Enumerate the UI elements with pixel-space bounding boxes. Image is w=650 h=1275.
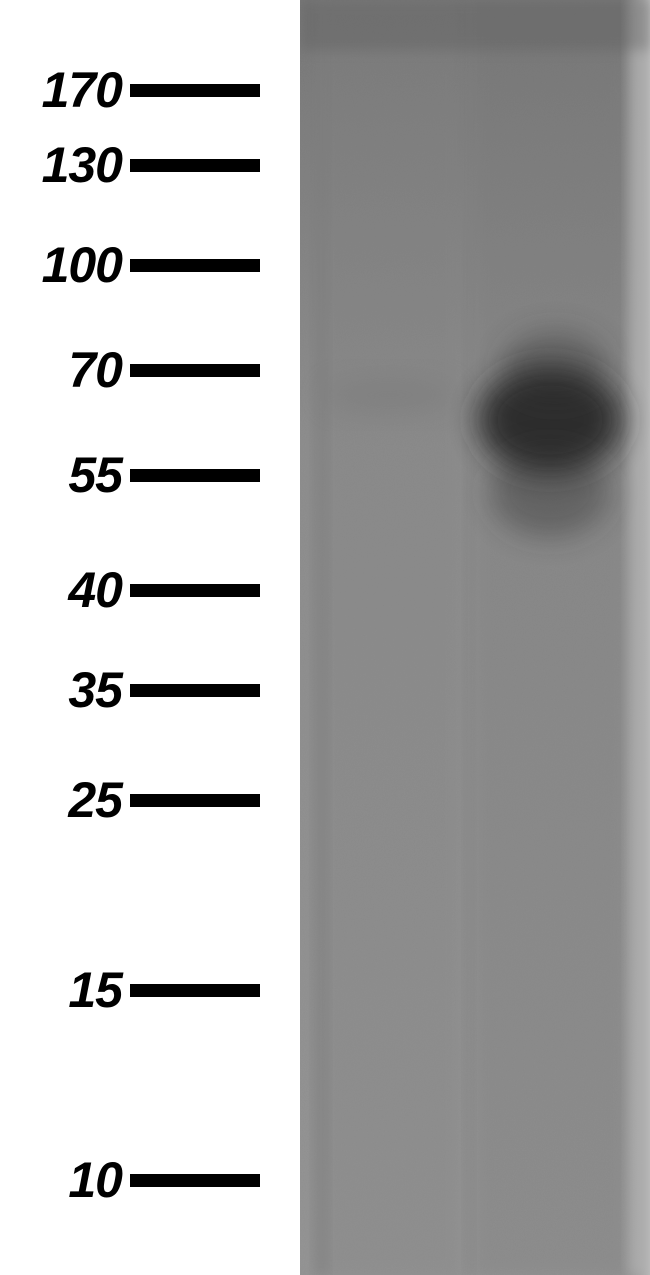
lane-shadow [320,0,460,1275]
marker-label: 15 [0,961,130,1019]
marker-tick [130,684,260,697]
marker-label: 25 [0,771,130,829]
membrane-edge-highlight [620,0,650,1275]
marker-tick [130,469,260,482]
marker-tick [130,794,260,807]
marker-label: 70 [0,341,130,399]
membrane-streak [315,0,327,1275]
marker-row: 70 [0,350,260,390]
marker-label: 55 [0,446,130,504]
marker-row: 15 [0,970,260,1010]
blot-band-smear [503,330,608,402]
marker-row: 100 [0,245,260,285]
marker-label: 130 [0,136,130,194]
marker-row: 170 [0,70,260,110]
blot-area [300,0,650,1275]
blot-band-smear [490,447,610,537]
marker-row: 10 [0,1160,260,1200]
ladder-area: 170 130 100 70 55 40 35 25 15 10 [0,0,300,1275]
marker-tick [130,584,260,597]
marker-row: 130 [0,145,260,185]
marker-row: 35 [0,670,260,710]
membrane-streak [465,0,473,1275]
marker-label: 10 [0,1151,130,1209]
marker-label: 40 [0,561,130,619]
lane-shadow [475,0,625,1275]
marker-row: 55 [0,455,260,495]
marker-label: 100 [0,236,130,294]
membrane-top-shadow [300,0,650,50]
marker-tick [130,984,260,997]
blot-band [323,377,457,413]
marker-label: 35 [0,661,130,719]
marker-tick [130,259,260,272]
blot-membrane [300,0,650,1275]
marker-tick [130,159,260,172]
marker-tick [130,364,260,377]
marker-label: 170 [0,61,130,119]
marker-tick [130,1174,260,1187]
marker-row: 25 [0,780,260,820]
marker-tick [130,84,260,97]
marker-row: 40 [0,570,260,610]
